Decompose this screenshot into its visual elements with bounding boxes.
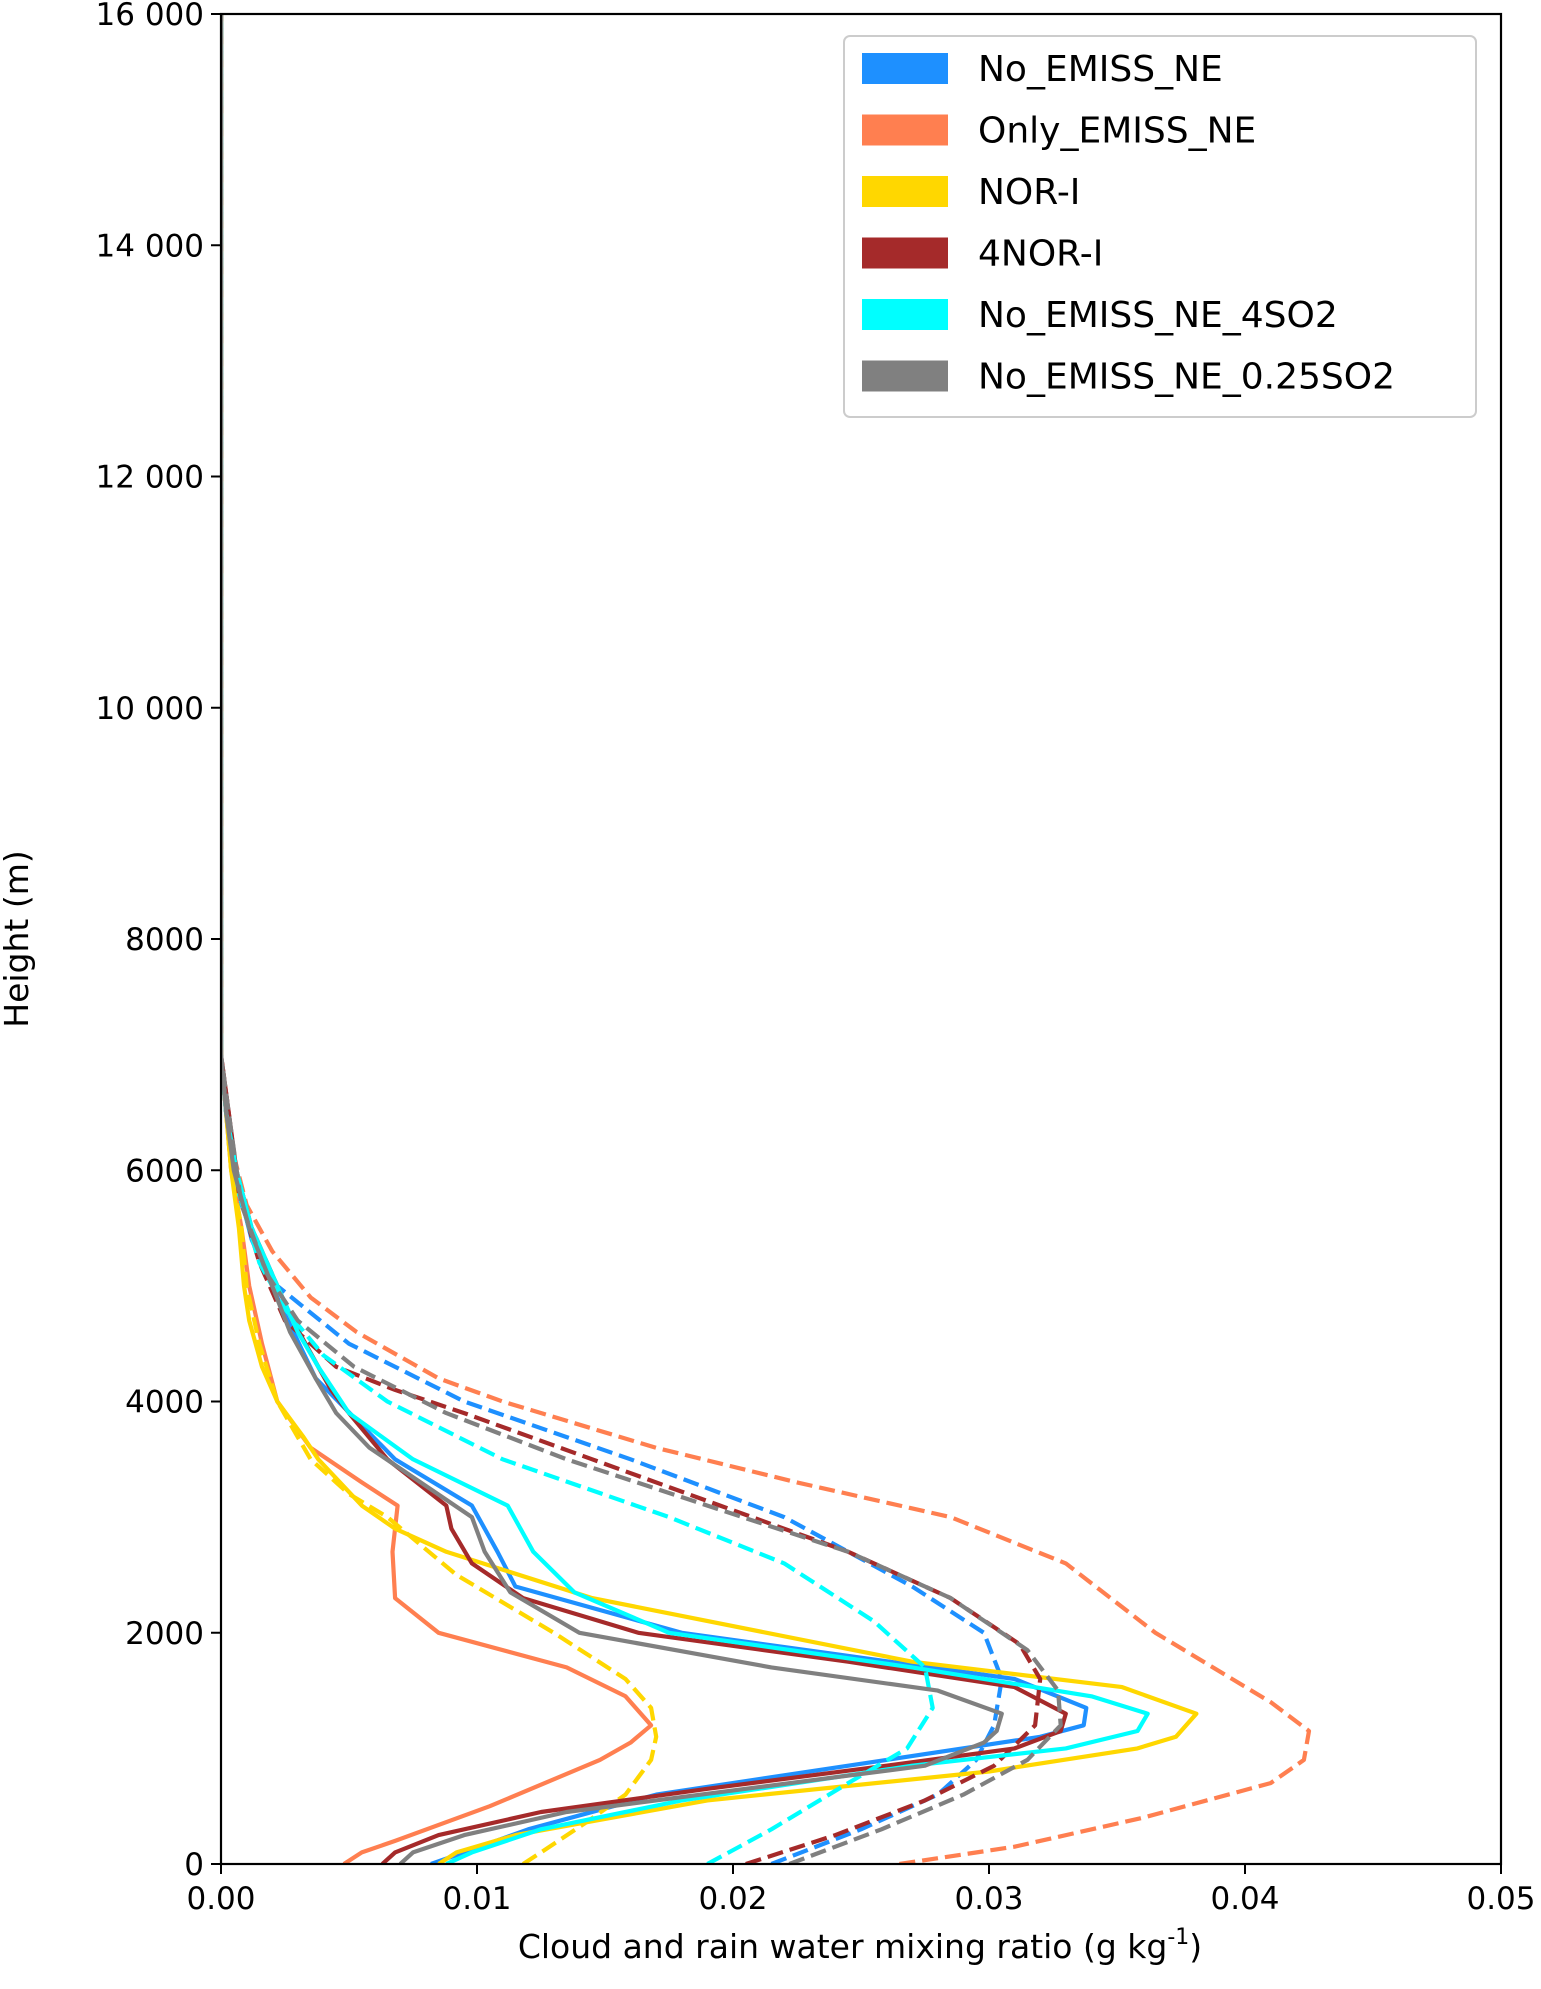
legend-frame bbox=[843, 35, 1477, 418]
series-line-dashed-no-emiss-ne-0-25so2 bbox=[221, 14, 1063, 1864]
y-tick-label: 14 000 bbox=[96, 228, 204, 264]
x-axis: 0.00 0.01 0.02 0.03 0.04 0.05 bbox=[186, 1864, 1536, 1917]
x-tick-label: 0.05 bbox=[1466, 1881, 1535, 1917]
legend-swatch bbox=[862, 237, 948, 269]
legend-label: No_EMISS_NE_4SO2 bbox=[978, 295, 1338, 336]
legend-swatch bbox=[862, 299, 948, 330]
y-tick-label: 2000 bbox=[125, 1616, 204, 1652]
series-line-solid-nor-i bbox=[221, 14, 1199, 1864]
y-tick-label: 16 000 bbox=[96, 0, 204, 33]
y-tick-label: 4000 bbox=[125, 1385, 204, 1421]
series-line-dashed-nor-i bbox=[221, 14, 659, 1864]
x-tick-label: 0.03 bbox=[954, 1881, 1023, 1917]
series-layer bbox=[221, 14, 1312, 1864]
y-tick-label: 12 000 bbox=[96, 460, 204, 496]
legend-label: Only_EMISS_NE bbox=[978, 111, 1256, 152]
y-tick-label: 10 000 bbox=[96, 691, 204, 727]
y-tick-label: 0 bbox=[184, 1847, 204, 1883]
y-axis: 0 2000 4000 6000 8000 10 000 12 000 14 000 16 00… bbox=[96, 0, 221, 1883]
x-tick-label: 0.02 bbox=[698, 1881, 767, 1917]
legend-label: No_EMISS_NE_0.25SO2 bbox=[978, 357, 1395, 398]
x-axis-label: Cloud and rain water mixing ratio (g kg-… bbox=[518, 1925, 1202, 1966]
legend-swatch bbox=[862, 53, 948, 84]
legend-swatch bbox=[862, 114, 948, 146]
legend-label: NOR-I bbox=[978, 172, 1080, 213]
legend: No_EMISS_NE Only_EMISS_NE NOR-I 4NOR-I No_EM… bbox=[843, 35, 1477, 418]
legend-swatch bbox=[862, 176, 948, 207]
series-line-solid-no-emiss-ne-0-25so2 bbox=[221, 14, 1004, 1864]
y-axis-label: Height (m) bbox=[0, 850, 36, 1027]
legend-label: 4NOR-I bbox=[978, 234, 1103, 275]
x-tick-label: 0.04 bbox=[1210, 1881, 1279, 1917]
legend-label: No_EMISS_NE bbox=[978, 49, 1223, 90]
y-tick-label: 8000 bbox=[125, 922, 204, 958]
x-tick-label: 0.00 bbox=[186, 1881, 255, 1917]
series-line-dashed-only-emiss-ne bbox=[221, 14, 1312, 1864]
legend-swatch bbox=[862, 360, 948, 392]
y-tick-label: 6000 bbox=[125, 1153, 204, 1189]
x-tick-label: 0.01 bbox=[442, 1881, 511, 1917]
